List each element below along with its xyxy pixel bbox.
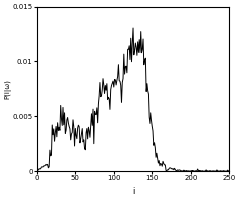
- X-axis label: i: i: [132, 187, 134, 196]
- Y-axis label: P(i|ω): P(i|ω): [4, 79, 11, 99]
